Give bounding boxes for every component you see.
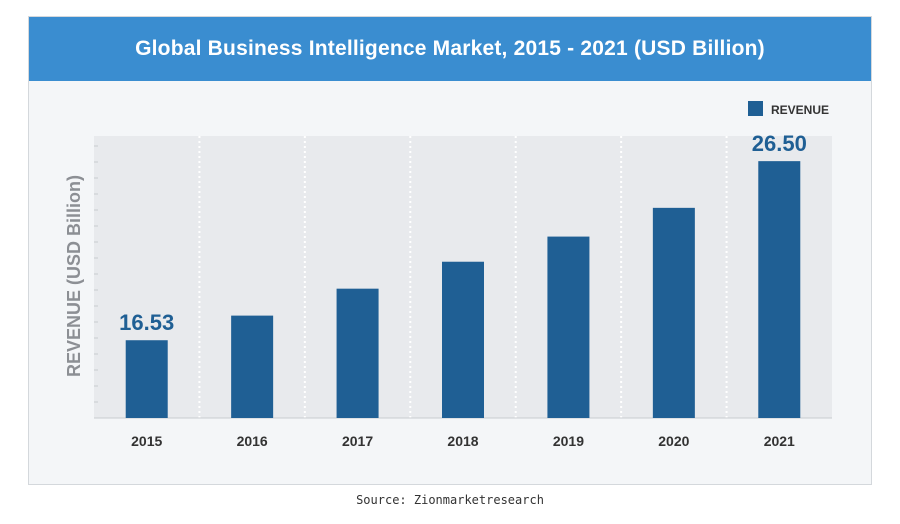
- bar-2017: [336, 288, 379, 418]
- data-label-2021: 26.50: [752, 131, 807, 156]
- x-tick-label-2017: 2017: [342, 433, 373, 449]
- x-tick-label-2020: 2020: [658, 433, 689, 449]
- y-axis-label: REVENUE (USD Billion): [64, 175, 84, 377]
- legend-label-revenue: REVENUE: [771, 103, 829, 117]
- data-label-2015: 16.53: [119, 310, 174, 335]
- legend-swatch-revenue: [748, 101, 763, 116]
- title-bar: Global Business Intelligence Market, 201…: [29, 17, 871, 81]
- x-tick-label-2021: 2021: [764, 433, 795, 449]
- bar-2016: [231, 315, 274, 418]
- bar-2019: [547, 236, 590, 418]
- x-tick-label-2015: 2015: [131, 433, 162, 449]
- bar-2018: [442, 261, 484, 418]
- bar-2020: [652, 207, 695, 418]
- x-tick-label-2019: 2019: [553, 433, 584, 449]
- source-note: Source: Zionmarketresearch: [356, 493, 544, 507]
- bar-2015: [125, 340, 168, 418]
- x-tick-label-2016: 2016: [237, 433, 268, 449]
- bar-2021: [758, 161, 801, 419]
- legend: REVENUE: [748, 101, 829, 117]
- chart-title: Global Business Intelligence Market, 201…: [135, 37, 765, 60]
- x-tick-label-2018: 2018: [447, 433, 478, 449]
